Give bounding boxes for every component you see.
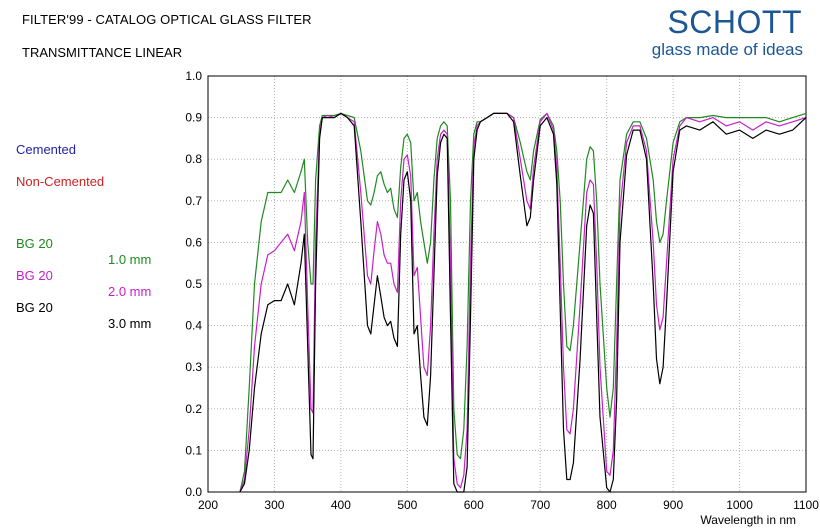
x-tick-label: 700 xyxy=(530,498,550,512)
legend-glass-3-name: BG 20 xyxy=(16,300,53,315)
x-tick-label: 900 xyxy=(663,498,683,512)
plot-frame xyxy=(207,75,807,493)
series-line-2 xyxy=(239,112,807,493)
schott-logo: SCHOTT glass made of ideas xyxy=(640,2,810,62)
x-tick-label: 800 xyxy=(597,498,617,512)
y-tick-label: 0.3 xyxy=(185,360,202,374)
x-tick-label: 500 xyxy=(397,498,417,512)
legend-glass-1-thickness: 1.0 mm xyxy=(108,252,152,267)
y-tick-label: 0.1 xyxy=(185,443,202,457)
y-tick-label: 0.5 xyxy=(185,277,202,291)
series-line-3 xyxy=(239,112,807,493)
legend-glass-3-thickness: 3.0 mm xyxy=(108,316,152,331)
y-tick-label: 0.8 xyxy=(185,152,202,166)
logo-tagline: glass made of ideas xyxy=(651,40,803,59)
x-tick-label: 300 xyxy=(264,498,284,512)
x-tick-label: 400 xyxy=(331,498,351,512)
legend-glass-1-name: BG 20 xyxy=(16,236,53,251)
page-title: FILTER'99 - CATALOG OPTICAL GLASS FILTER xyxy=(22,12,312,27)
chart-subtitle: TRANSMITTANCE LINEAR xyxy=(22,45,183,60)
x-axis-label: Wavelength in nm xyxy=(700,513,796,527)
y-tick-label: 0.2 xyxy=(185,402,202,416)
y-tick-label: 1.0 xyxy=(185,69,202,83)
y-tick-label: 0.4 xyxy=(185,319,202,333)
legend-cemented: Cemented xyxy=(16,142,76,157)
series-line-1 xyxy=(239,112,807,493)
legend-glass-2-thickness: 2.0 mm xyxy=(108,284,152,299)
legend-non-cemented: Non-Cemented xyxy=(16,174,105,189)
x-tick-label: 600 xyxy=(464,498,484,512)
x-tick-label: 200 xyxy=(198,498,218,512)
logo-wordmark: SCHOTT xyxy=(667,4,802,40)
y-tick-label: 0.9 xyxy=(185,111,202,125)
legend-glass-2-name: BG 20 xyxy=(16,268,53,283)
y-tick-label: 0.7 xyxy=(185,194,202,208)
x-tick-label: 1000 xyxy=(726,498,753,512)
y-tick-label: 0.6 xyxy=(185,235,202,249)
x-tick-label: 1100 xyxy=(793,498,819,512)
y-tick-label: 0.0 xyxy=(185,485,202,499)
